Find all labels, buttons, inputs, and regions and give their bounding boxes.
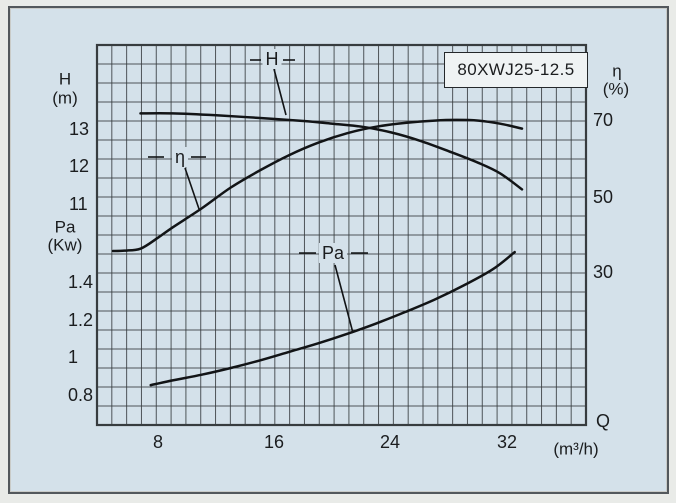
eta-leader-line [184, 167, 200, 210]
flow-axis-label: Q [595, 411, 611, 431]
power-axis-unit: (Kw) [47, 235, 83, 255]
efficiency-tick-30: 30 [593, 262, 614, 282]
model-designation-text: 80XWJ25-12.5 [457, 60, 575, 79]
power-tick-1_4: 1.4 [68, 272, 94, 292]
flow-tick-24: 24 [379, 432, 401, 452]
power-tick-1_2: 1.2 [68, 310, 94, 330]
head-axis-label: H [58, 69, 72, 89]
flow-tick-8: 8 [152, 432, 164, 452]
flow-axis-unit: (m³/h) [553, 439, 599, 459]
eta-curve-label: η [171, 147, 189, 167]
pa-curve-label: Pa [318, 243, 348, 263]
efficiency-tick-70: 70 [593, 110, 614, 130]
power-tick-0_8: 0.8 [68, 385, 94, 405]
label-leader-lines [148, 59, 368, 334]
flow-tick-32: 32 [496, 432, 518, 452]
pa-leader-line [334, 264, 354, 334]
efficiency-tick-50: 50 [593, 187, 614, 207]
chart-card: H (m) 13 12 11 Pa (Kw) 1.4 1.2 1 0.8 η (… [8, 6, 669, 494]
head-axis-unit: (m) [52, 88, 78, 108]
flow-tick-16: 16 [263, 432, 285, 452]
efficiency-axis-unit: (%) [602, 79, 630, 99]
head-tick-13: 13 [69, 119, 90, 139]
power-tick-1: 1 [68, 347, 79, 367]
model-designation-box: 80XWJ25-12.5 [444, 52, 588, 88]
power-axis-label: Pa [54, 217, 76, 237]
grid-lines [95, 43, 588, 427]
h-leader-line [273, 68, 287, 116]
head-tick-11: 11 [69, 194, 88, 214]
performance-curves [111, 112, 524, 387]
efficiency-axis-label: η [612, 61, 622, 81]
h-curve-label: H [262, 49, 282, 69]
head-tick-12: 12 [69, 156, 90, 176]
